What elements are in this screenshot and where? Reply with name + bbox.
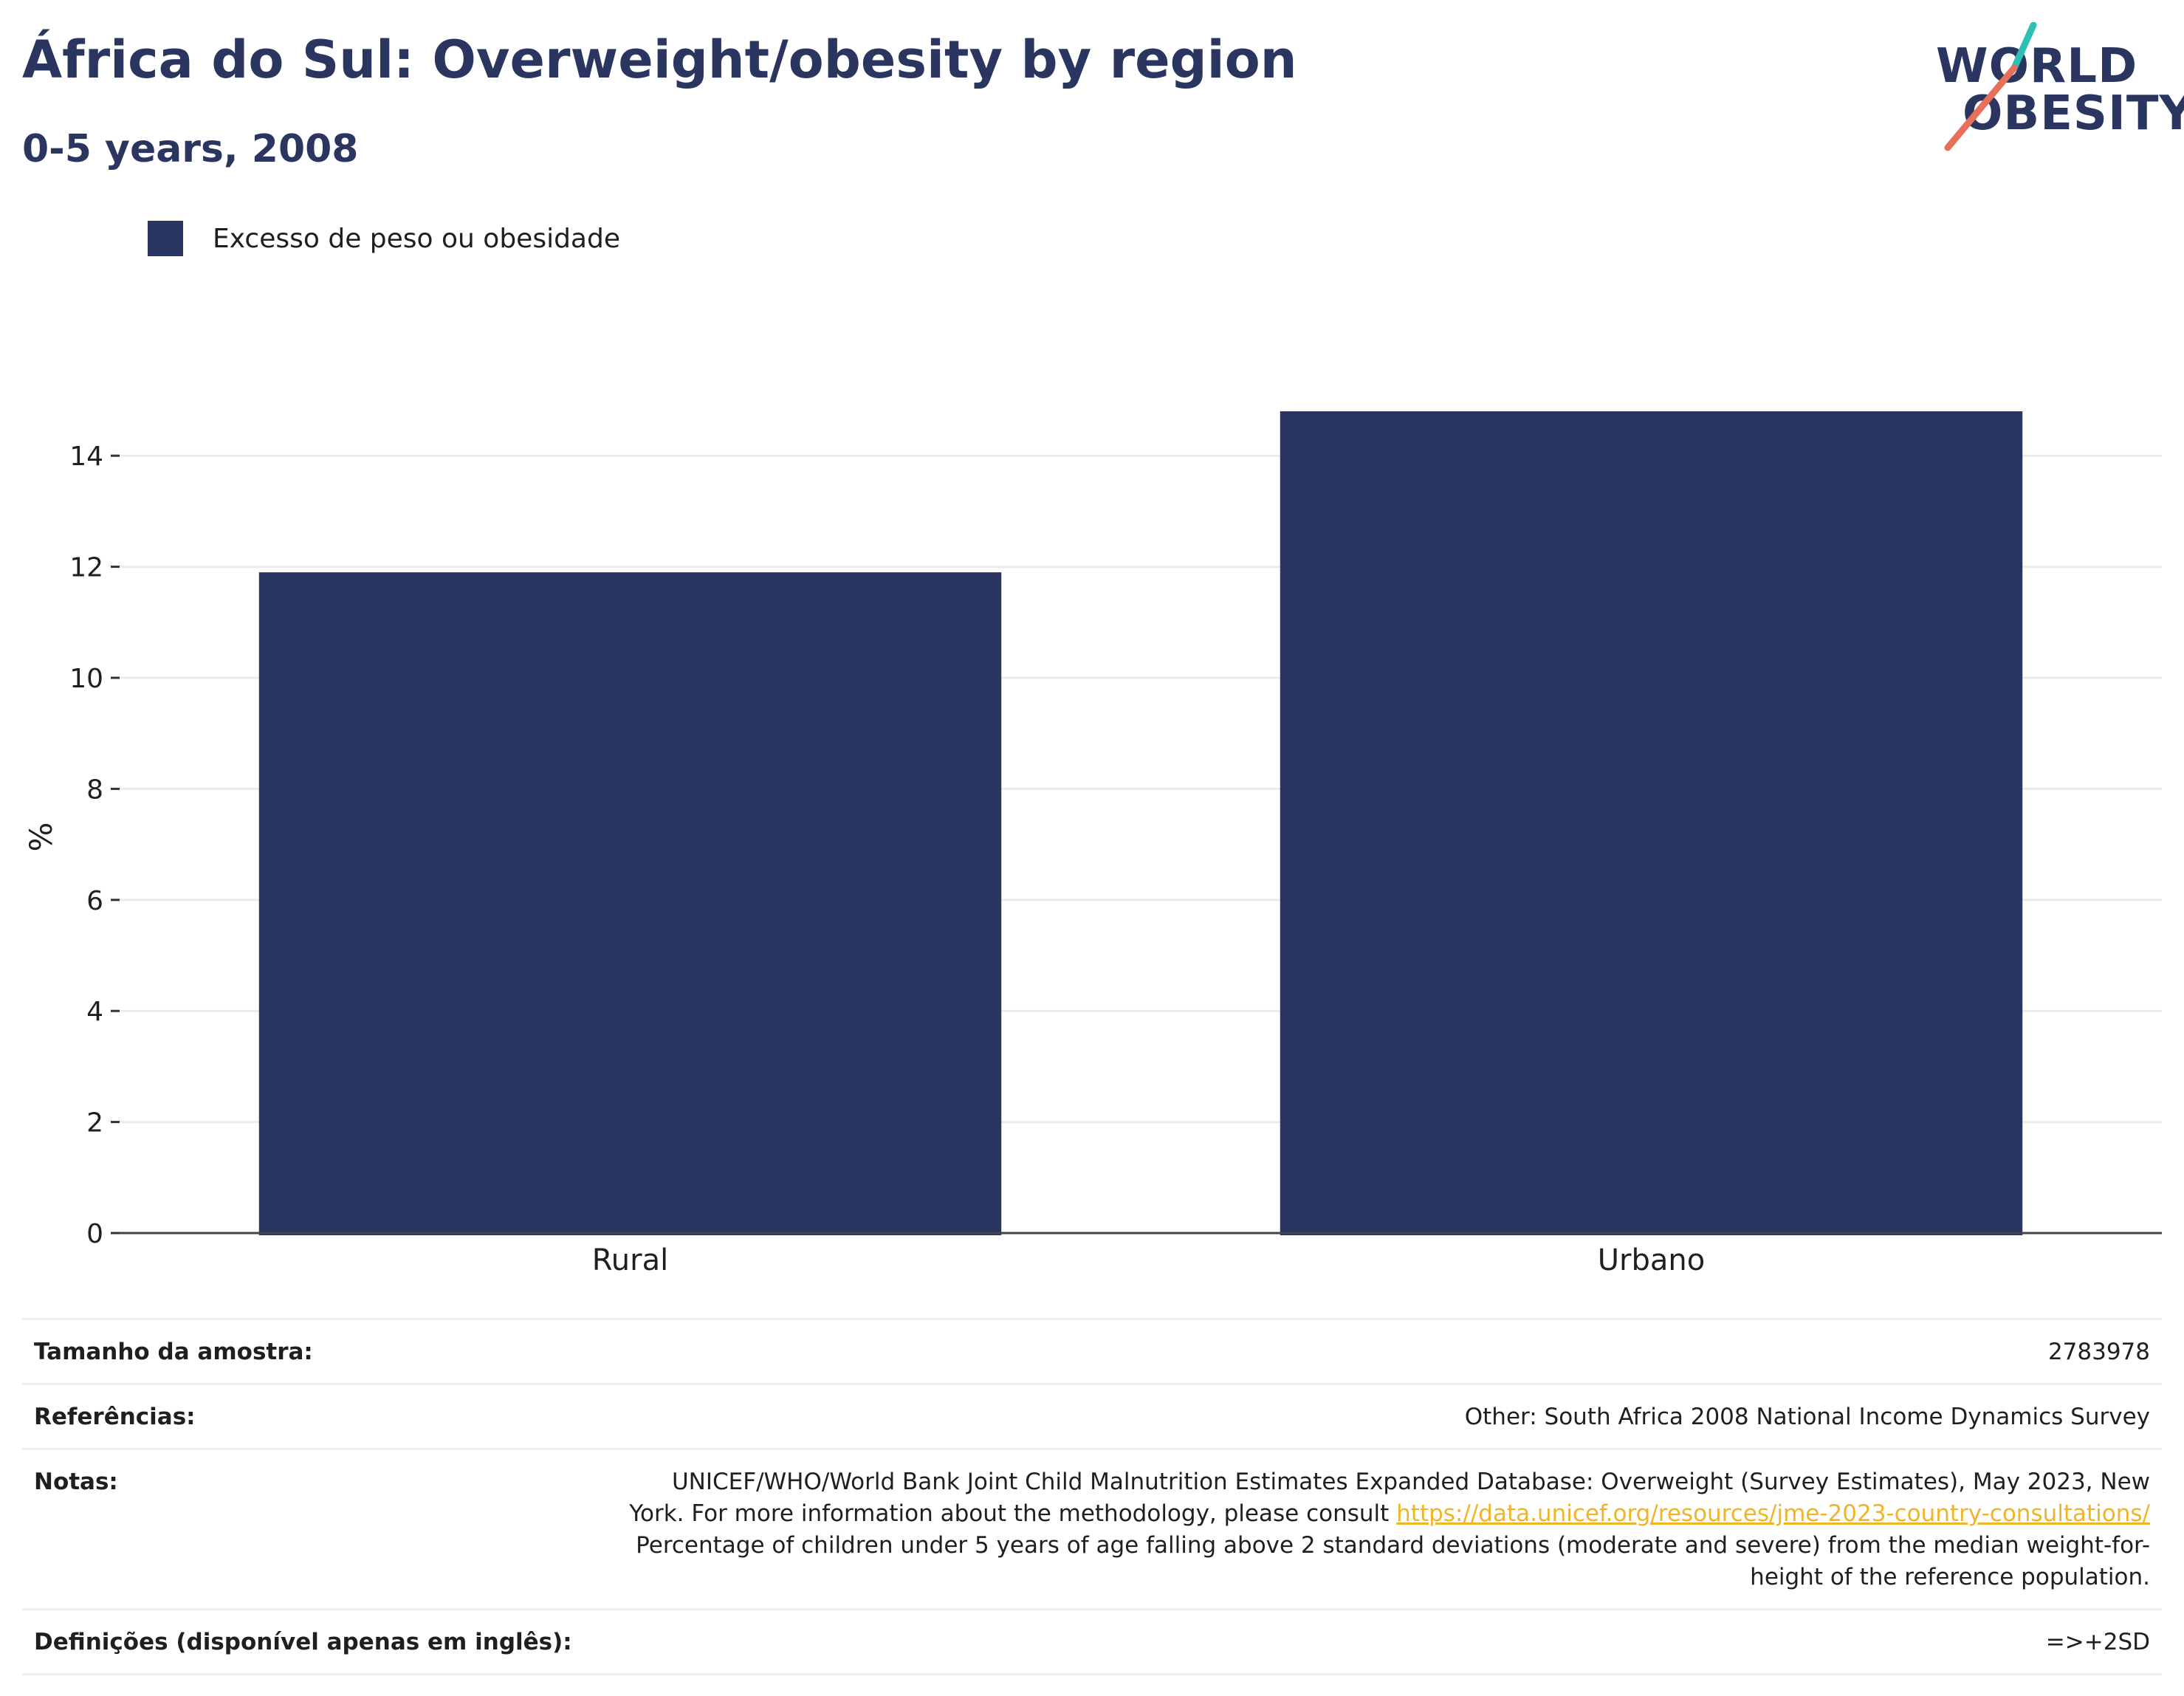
y-tick-label: 0 xyxy=(86,1219,103,1249)
legend-swatch xyxy=(148,221,183,256)
bar-rural xyxy=(258,572,1002,1235)
logo-word-obesity: OBESITY xyxy=(1962,86,2184,141)
notes-label: Notas: xyxy=(34,1469,118,1495)
info-row-sample-size: Tamanho da amostra: 2783978 xyxy=(22,1320,2162,1385)
y-tick-label: 12 xyxy=(69,553,103,583)
chart-subtitle: 0-5 years, 2008 xyxy=(22,127,359,171)
world-obesity-logo: WORLD OBESITY xyxy=(1920,22,2184,155)
notes-text-part-1: UNICEF/WHO/World Bank Joint Child Malnut… xyxy=(629,1469,2150,1527)
chart-title: África do Sul: Overweight/obesity by reg… xyxy=(22,30,1297,90)
legend-label: Excesso de peso ou obesidade xyxy=(213,223,620,254)
sample-size-value: 2783978 xyxy=(2047,1339,2150,1365)
y-tick-label: 14 xyxy=(69,442,103,472)
y-tick-label: 6 xyxy=(86,886,103,916)
y-tick-label: 10 xyxy=(69,664,103,694)
info-row-definitions: Definições (disponível apenas em inglês)… xyxy=(22,1610,2162,1675)
x-tick-label: Urbano xyxy=(1598,1243,1705,1277)
x-tick-label: Rural xyxy=(592,1243,668,1277)
info-table: Tamanho da amostra: 2783978 Referências:… xyxy=(22,1318,2162,1675)
notes-text-part-2: Percentage of children under 5 years of … xyxy=(636,1532,2150,1590)
sample-size-label: Tamanho da amostra: xyxy=(34,1339,313,1365)
notes-methodology-link[interactable]: https://data.unicef.org/resources/jme-20… xyxy=(1396,1500,2150,1527)
y-axis-label: % xyxy=(23,823,59,852)
info-row-references: Referências: Other: South Africa 2008 Na… xyxy=(22,1385,2162,1450)
definitions-value: =>+2SD xyxy=(2045,1629,2150,1655)
y-tick-label: 2 xyxy=(86,1108,103,1139)
logo-word-world: WORLD xyxy=(1936,39,2138,94)
bar-chart: 0 2 4 6 8 10 12 14 Rural Urbano% xyxy=(23,411,2162,1277)
bar-urbano xyxy=(1280,411,2023,1235)
y-tick-label: 4 xyxy=(86,997,103,1027)
notes-value: UNICEF/WHO/World Bank Joint Child Malnut… xyxy=(614,1466,2150,1593)
logo-slash-icon xyxy=(1944,22,2037,151)
chart-legend: Excesso de peso ou obesidade xyxy=(148,220,620,257)
info-row-notes: Notas: UNICEF/WHO/World Bank Joint Child… xyxy=(22,1450,2162,1610)
definitions-label: Definições (disponível apenas em inglês)… xyxy=(34,1629,572,1655)
references-value: Other: South Africa 2008 National Income… xyxy=(1464,1404,2150,1430)
y-tick-label: 8 xyxy=(86,775,103,805)
references-label: Referências: xyxy=(34,1404,196,1430)
